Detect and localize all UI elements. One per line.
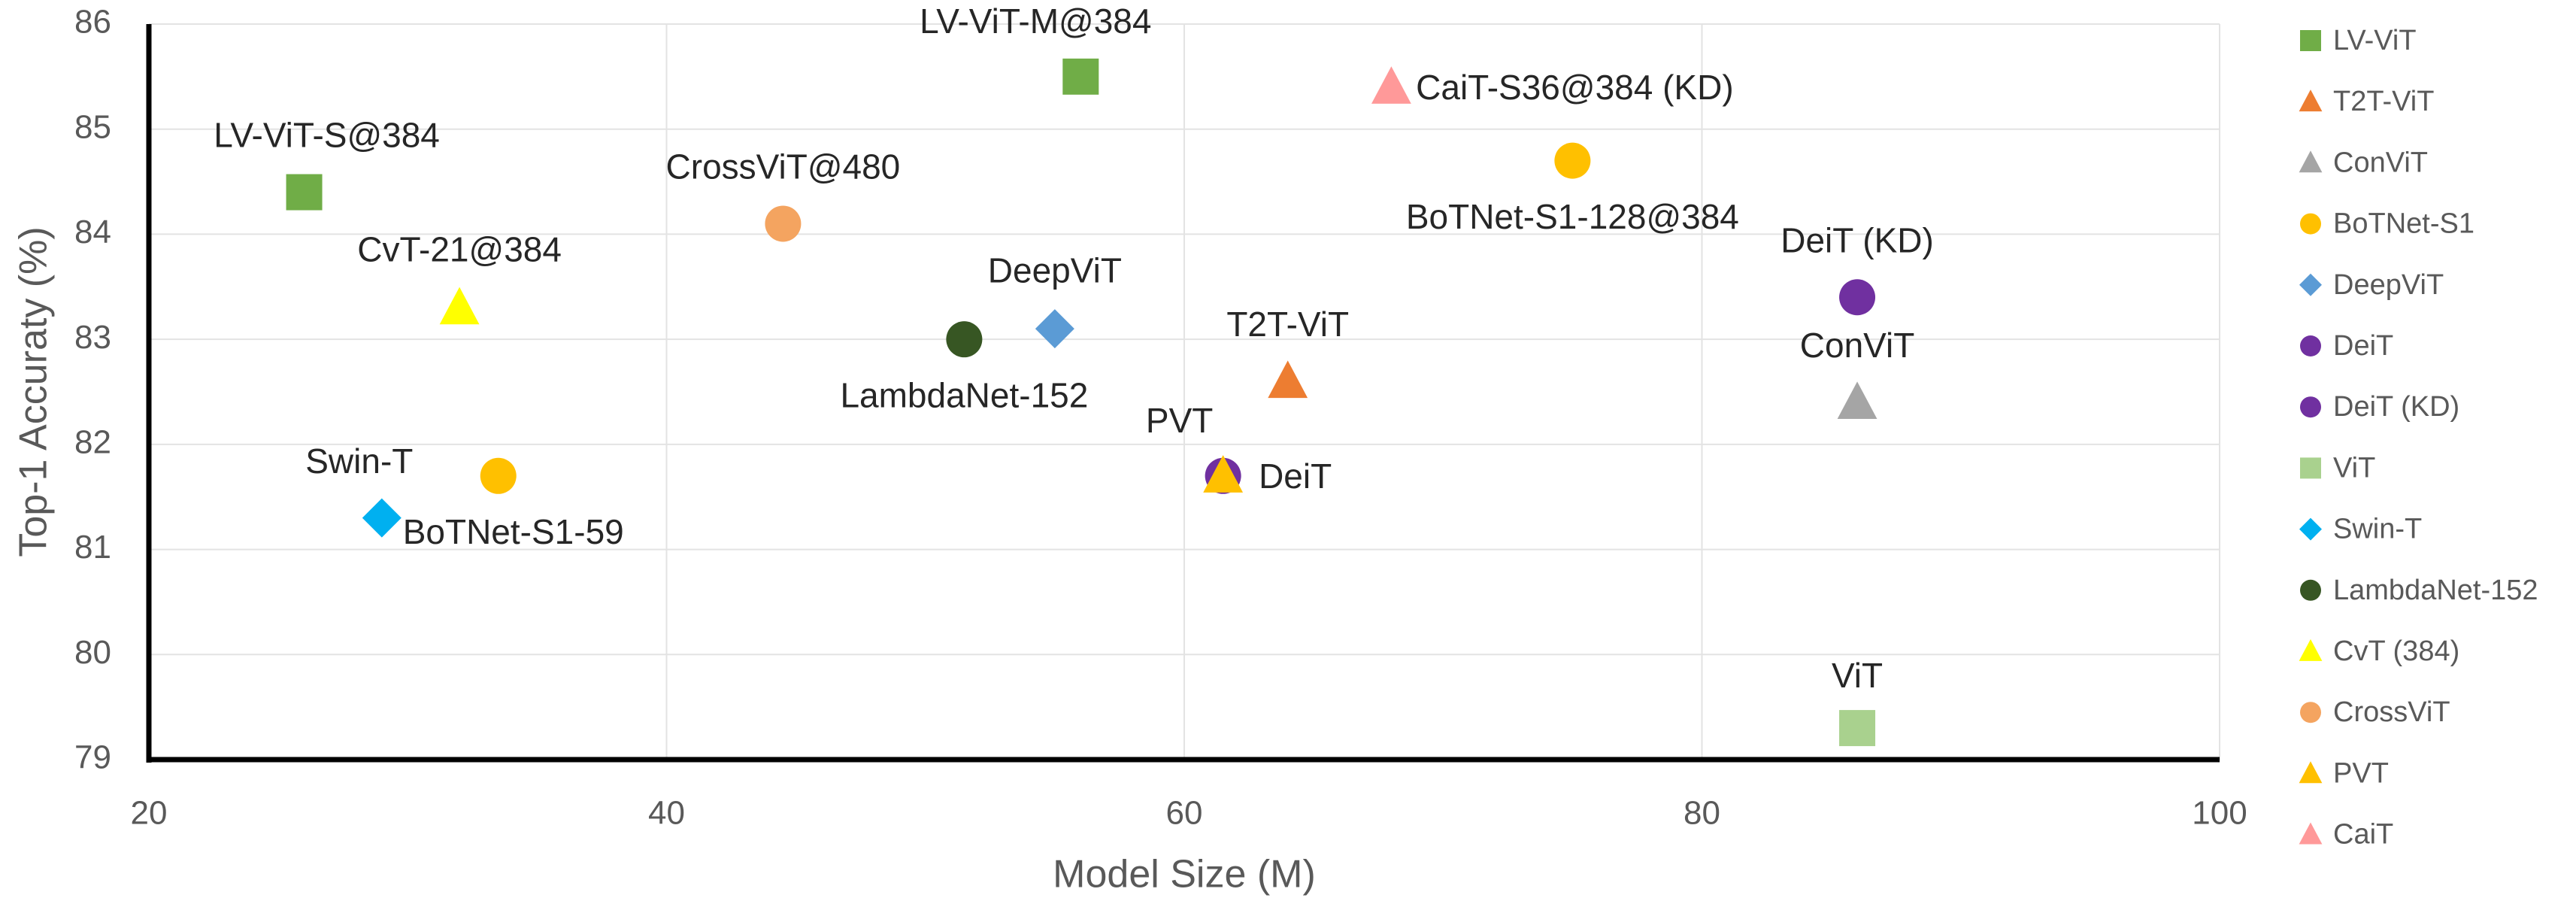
point-label: CrossViT@480 xyxy=(666,147,901,187)
point-label: PVT xyxy=(1146,401,1213,440)
legend-marker xyxy=(2299,639,2323,661)
legend-label: DeiT (KD) xyxy=(2333,391,2459,423)
legend-label: CrossViT xyxy=(2333,696,2450,728)
point-label: LambdaNet-152 xyxy=(840,375,1088,414)
point-label: CvT-21@384 xyxy=(357,229,562,268)
y-tick-label: 85 xyxy=(74,108,111,145)
legend-label: ViT xyxy=(2333,452,2375,484)
point-lv-vit xyxy=(1062,58,1099,95)
point-label: LV-ViT-M@384 xyxy=(920,2,1151,41)
x-axis-title: Model Size (M) xyxy=(1053,853,1316,896)
y-tick-label: 83 xyxy=(74,319,111,356)
legend-marker xyxy=(2300,457,2321,479)
legend-label: BoTNet-S1 xyxy=(2333,208,2474,240)
x-tick-label: 20 xyxy=(131,795,168,832)
legend-marker xyxy=(2299,761,2323,784)
legend-label: CvT (384) xyxy=(2333,636,2459,667)
point-cvt-384- xyxy=(439,287,480,325)
point-crossvit xyxy=(765,205,802,242)
legend-marker xyxy=(2300,702,2321,724)
legend-marker xyxy=(2300,579,2321,601)
point-t2t-vit xyxy=(1268,360,1308,399)
point-label: ConViT xyxy=(1800,326,1915,365)
legend-marker xyxy=(2299,273,2322,296)
x-tick-label: 40 xyxy=(648,795,685,832)
legend-marker xyxy=(2299,822,2323,845)
point-label: DeepViT xyxy=(988,250,1122,290)
x-tick-label: 80 xyxy=(1683,795,1720,832)
legend-marker xyxy=(2299,517,2322,541)
point-label: T2T-ViT xyxy=(1226,305,1349,344)
point-label: Swin-T xyxy=(305,441,413,481)
legend-label: Swin-T xyxy=(2333,514,2422,545)
legend-marker xyxy=(2300,30,2321,51)
y-tick-label: 84 xyxy=(74,214,111,250)
point-label: BoTNet-S1-59 xyxy=(403,512,624,551)
point-label: LV-ViT-S@384 xyxy=(214,116,440,155)
point-label: ViT xyxy=(1832,656,1883,695)
point-deit-kd- xyxy=(1839,279,1876,316)
y-tick-label: 80 xyxy=(74,634,111,671)
point-label: BoTNet-S1-128@384 xyxy=(1406,197,1739,236)
x-tick-label: 60 xyxy=(1166,795,1203,832)
point-pvt xyxy=(1203,455,1244,493)
point-label: DeiT (KD) xyxy=(1780,220,1934,259)
legend-marker xyxy=(2300,213,2321,235)
point-botnet-s1 xyxy=(1554,142,1591,179)
point-botnet-s1 xyxy=(480,457,517,494)
y-axis-title: Top-1 Accuraty (%) xyxy=(12,226,56,557)
point-lambdanet-152 xyxy=(946,321,983,358)
point-vit xyxy=(1839,710,1876,747)
legend-marker xyxy=(2299,150,2323,173)
legend-label: ConViT xyxy=(2333,147,2428,178)
point-swin-t xyxy=(362,498,402,538)
legend-label: LV-ViT xyxy=(2333,25,2417,56)
legend-label: DeiT xyxy=(2333,330,2393,362)
point-deepvit xyxy=(1035,309,1074,349)
legend-marker xyxy=(2300,396,2321,418)
legend-marker xyxy=(2300,335,2321,356)
legend-label: PVT xyxy=(2333,757,2389,789)
point-convit xyxy=(1837,381,1877,420)
legend-label: T2T-ViT xyxy=(2333,86,2434,117)
y-tick-label: 79 xyxy=(74,739,111,776)
legend-marker xyxy=(2299,89,2323,112)
legend-label: CaiT xyxy=(2333,819,2393,851)
point-lv-vit xyxy=(286,174,323,211)
y-tick-label: 82 xyxy=(74,423,111,460)
legend-label: DeepViT xyxy=(2333,269,2444,301)
point-cait xyxy=(1371,66,1411,104)
y-tick-label: 86 xyxy=(74,4,111,41)
legend-label: LambdaNet-152 xyxy=(2333,575,2538,606)
y-tick-label: 81 xyxy=(74,529,111,566)
point-label: DeiT xyxy=(1259,457,1332,496)
point-label: CaiT-S36@384 (KD) xyxy=(1416,68,1734,107)
x-tick-label: 100 xyxy=(2192,795,2247,832)
